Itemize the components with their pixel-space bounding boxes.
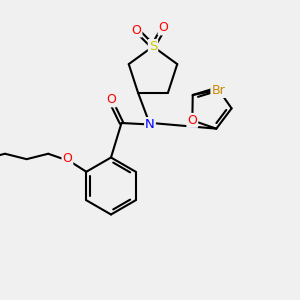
Text: Br: Br bbox=[212, 84, 225, 97]
Text: O: O bbox=[106, 93, 116, 106]
Text: N: N bbox=[145, 118, 155, 131]
Text: O: O bbox=[188, 114, 197, 127]
Text: S: S bbox=[149, 40, 157, 53]
Text: O: O bbox=[132, 23, 141, 37]
Text: O: O bbox=[62, 152, 72, 165]
Text: O: O bbox=[159, 21, 168, 34]
